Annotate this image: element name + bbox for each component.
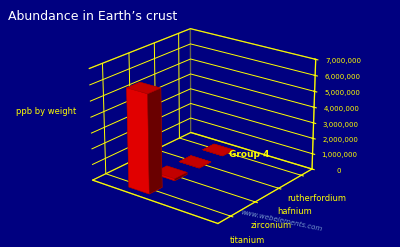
- Text: www.webelements.com: www.webelements.com: [240, 209, 323, 232]
- Text: ppb by weight: ppb by weight: [16, 107, 76, 116]
- Text: Abundance in Earth’s crust: Abundance in Earth’s crust: [8, 10, 177, 23]
